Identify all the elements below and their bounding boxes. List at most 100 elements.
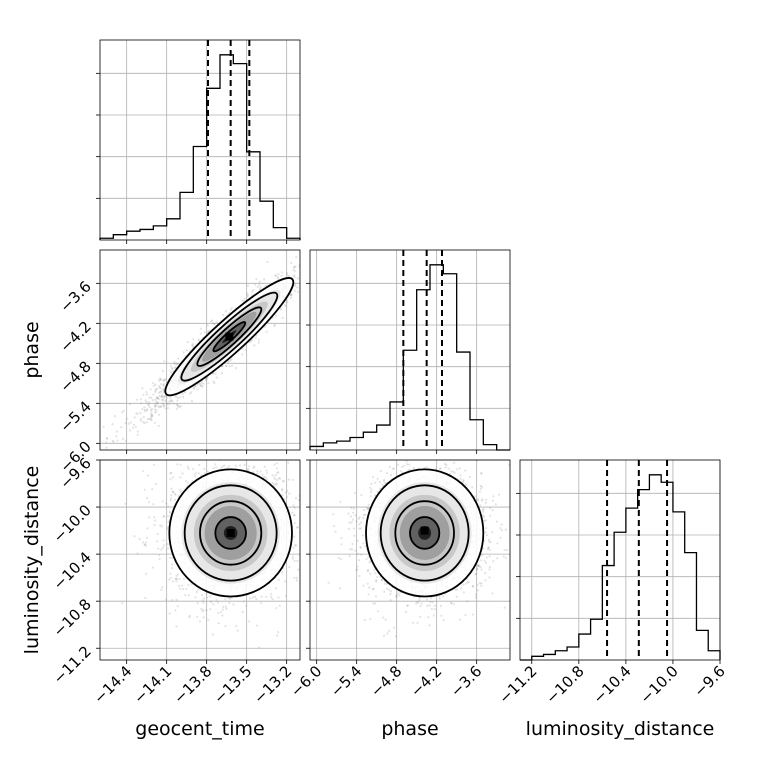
scatter-point [267,453,269,455]
scatter-point [184,480,188,483]
scatter-point [136,412,139,415]
scatter-point [220,372,224,375]
scatter-point [217,622,220,625]
scatter-point [301,492,303,494]
scatter-point [195,591,199,594]
scatter-point [174,396,177,399]
scatter-point [304,535,306,537]
scatter-point [246,284,250,287]
scatter-point [256,624,259,627]
scatter-point [154,405,157,408]
scatter-point [273,324,276,328]
scatter-point [265,469,268,472]
scatter-point [217,611,220,615]
scatter-point [310,266,312,268]
scatter-point [136,398,139,401]
scatter-point [200,384,203,387]
scatter-point [151,566,154,569]
scatter-point [286,300,289,303]
scatter-point [247,468,250,471]
scatter-point [159,387,162,390]
scatter-point [305,287,307,289]
scatter-point [145,393,149,396]
scatter-point [160,588,163,591]
scatter-point [171,400,174,403]
scatter-point [153,405,156,408]
scatter-point [275,606,278,610]
scatter-point [251,596,254,599]
scatter-point [188,614,191,617]
scatter-point [281,488,284,491]
scatter-point [209,600,212,603]
scatter-point [162,384,165,387]
scatter-point [175,407,178,411]
scatter-point [221,465,224,468]
scatter-point [154,519,157,522]
scatter-point [242,299,245,302]
scatter-point [224,309,227,312]
hist-panel-geocent_time [96,39,301,241]
scatter-point [273,483,276,486]
scatter-point [236,445,238,447]
scatter-point [171,557,174,560]
scatter-point [307,253,309,255]
scatter-point [162,405,166,408]
scatter-point [183,391,187,394]
scatter-point [277,471,280,474]
scatter-point [187,467,190,470]
scatter-point [214,463,217,466]
scatter-point [293,274,296,277]
scatter-point [296,277,299,280]
scatter-point [293,266,296,269]
scatter-point [271,474,274,477]
scatter-point [173,366,176,369]
contour-line [164,277,295,397]
scatter-point [162,390,165,393]
scatter-point [194,474,197,477]
scatter-point [116,439,119,442]
scatter-point [146,417,149,421]
scatter-point [121,411,124,414]
scatter-point [181,392,184,395]
scatter-point [150,396,153,399]
scatter-point [144,541,148,544]
scatter-point [153,408,156,411]
scatter-point [304,483,306,485]
scatter-point [169,576,172,580]
scatter-point [150,419,153,422]
scatter-point [215,321,218,324]
scatter-point [162,515,165,518]
scatter-point [175,577,178,581]
scatter-point [154,390,157,393]
scatter-point [276,276,279,279]
scatter-point [180,584,183,587]
scatter-point [295,256,298,259]
scatter-point [170,487,173,490]
scatter-point [285,495,288,498]
scatter-point [157,424,160,427]
scatter-point [242,600,245,603]
scatter-point [142,393,145,396]
scatter-point [173,360,176,363]
scatter-point [159,524,162,527]
scatter-point [253,465,256,468]
scatter-point [211,633,214,636]
scatter-point [287,478,290,481]
scatter-point [172,402,175,405]
scatter-point [170,471,173,474]
scatter-point [151,415,154,418]
scatter-point [207,330,210,333]
scatter-point [153,403,156,406]
scatter-point [255,597,258,601]
scatter-point [211,322,214,325]
scatter-point [174,498,177,501]
scatter-point [310,253,312,255]
scatter-point [252,466,255,469]
scatter-point [185,349,188,352]
scatter-point [190,399,193,403]
scatter-point [298,499,300,502]
scatter-point [149,416,152,419]
scatter-point [221,614,224,617]
scatter-point [291,557,294,560]
scatter-point [276,471,279,474]
